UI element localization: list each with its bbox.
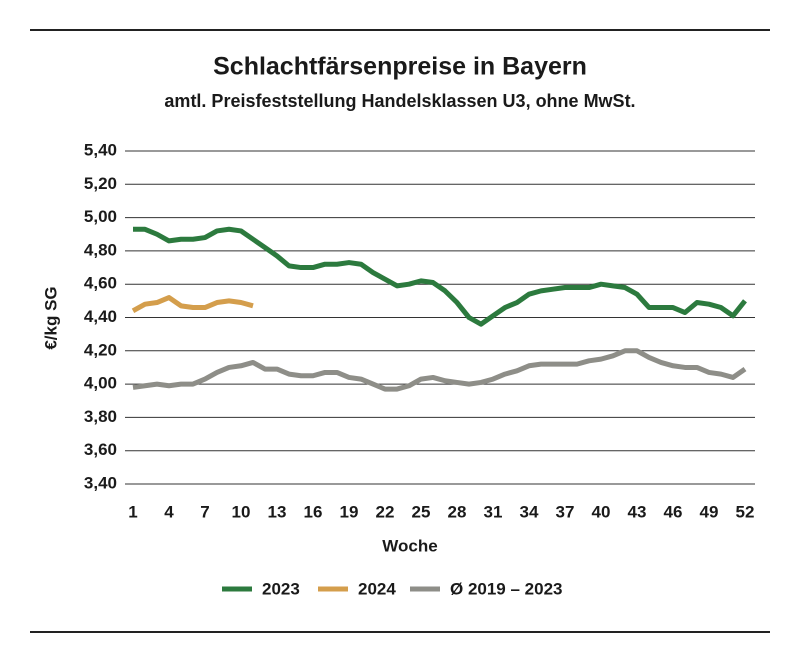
x-tick-label: 22 [376, 502, 395, 521]
y-tick-label: 4,00 [84, 374, 117, 393]
chart-subtitle: amtl. Preisfeststellung Handelsklassen U… [164, 91, 635, 111]
y-tick-label: 3,40 [84, 473, 117, 492]
y-axis-label: €/kg SG [41, 286, 60, 349]
x-tick-label: 7 [200, 502, 209, 521]
x-tick-label: 31 [484, 502, 503, 521]
y-tick-label: 4,80 [84, 240, 117, 259]
y-tick-label: 5,40 [84, 140, 117, 159]
series-line [133, 226, 747, 327]
y-tick-label: 4,40 [84, 307, 117, 326]
x-tick-label: 49 [700, 502, 719, 521]
y-tick-label: 3,80 [84, 407, 117, 426]
x-tick-label: 46 [664, 502, 683, 521]
x-tick-label: 37 [556, 502, 575, 521]
y-tick-label: 3,60 [84, 440, 117, 459]
x-tick-label: 34 [520, 502, 539, 521]
legend-label: Ø 2019 – 2023 [450, 579, 562, 598]
x-tick-label: 28 [448, 502, 467, 521]
y-tick-label: 5,20 [84, 174, 117, 193]
x-tick-label: 40 [592, 502, 611, 521]
x-axis-label: Woche [382, 536, 437, 555]
x-tick-label: 1 [128, 502, 137, 521]
x-tick-label: 4 [164, 502, 174, 521]
x-tick-label: 10 [232, 502, 251, 521]
legend-label: 2024 [358, 579, 396, 598]
x-tick-label: 52 [736, 502, 755, 521]
chart-title: Schlachtfärsenpreise in Bayern [213, 53, 587, 81]
x-tick-label: 13 [268, 502, 287, 521]
x-tick-label: 16 [304, 502, 323, 521]
y-tick-label: 5,00 [84, 207, 117, 226]
x-tick-label: 25 [412, 502, 431, 521]
x-tick-label: 43 [628, 502, 647, 521]
series-line [131, 295, 254, 314]
y-tick-label: 4,60 [84, 274, 117, 293]
x-tick-label: 19 [340, 502, 359, 521]
series-line [132, 348, 747, 392]
y-tick-label: 4,20 [84, 340, 117, 359]
legend-label: 2023 [262, 579, 300, 598]
